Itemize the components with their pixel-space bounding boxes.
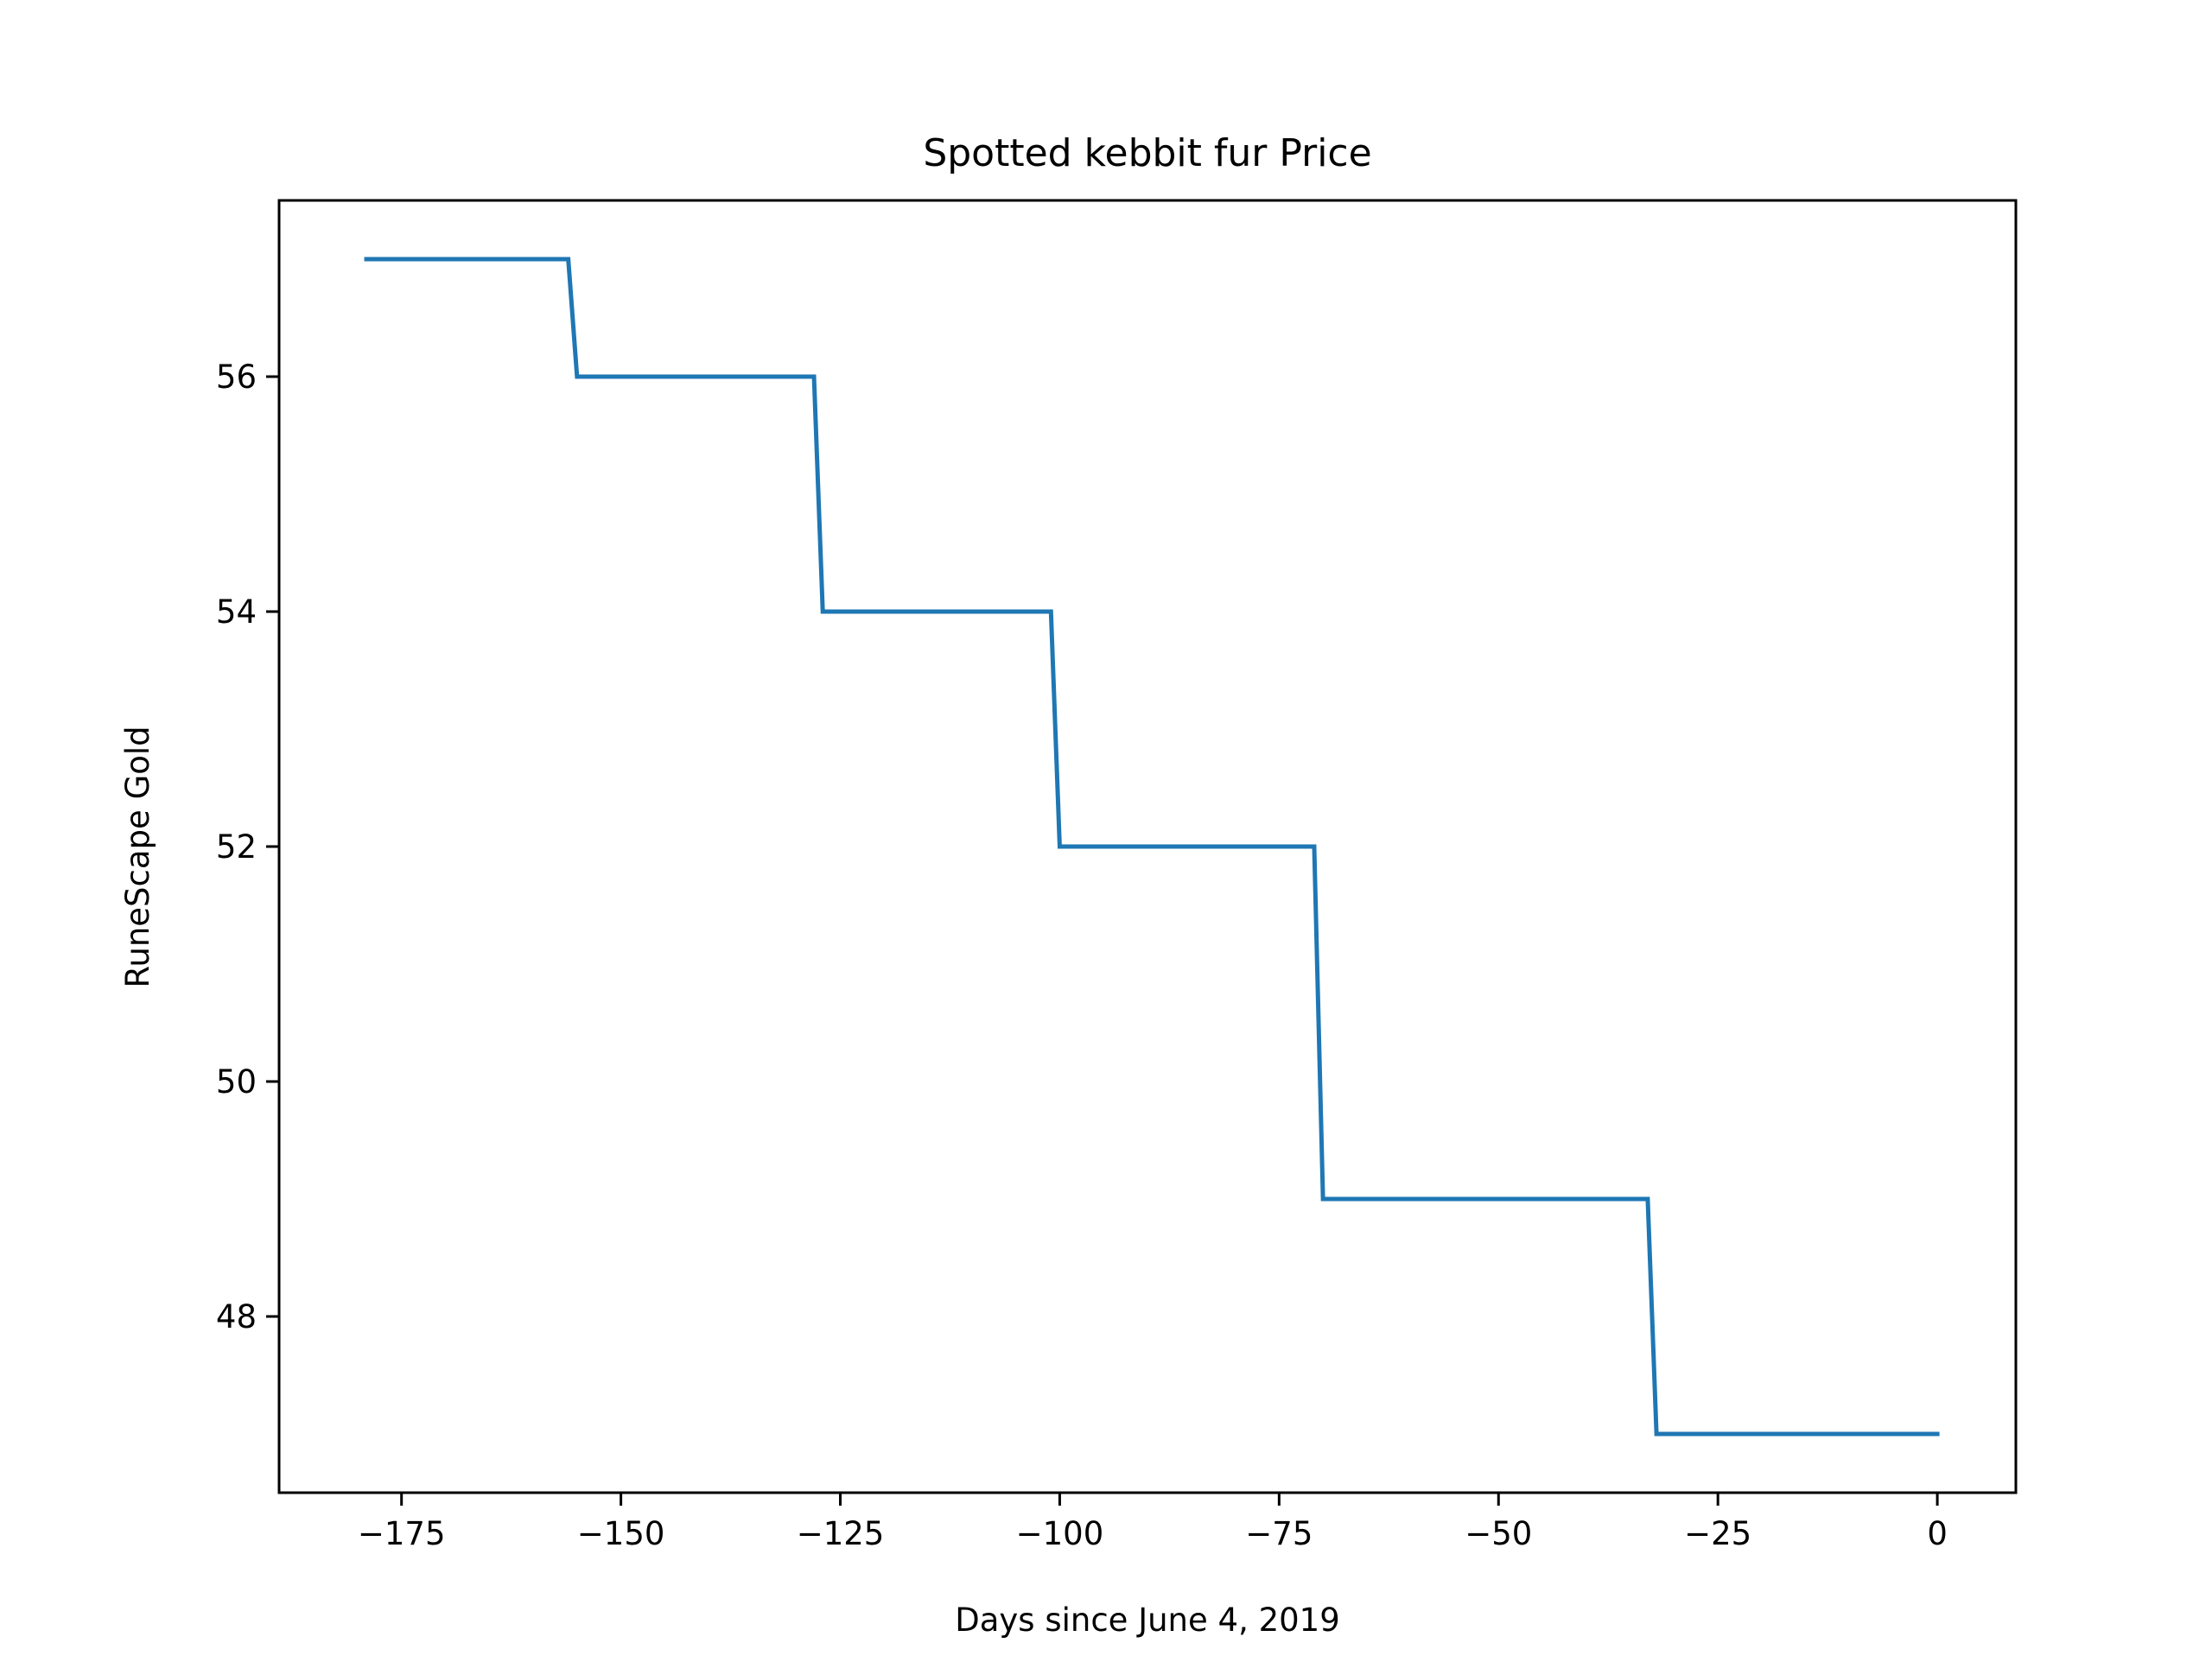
x-tick-label: −50 [1465,1515,1532,1552]
x-tick-label: −150 [577,1515,665,1552]
x-tick-label: −25 [1684,1515,1751,1552]
y-axis-label: RuneScape Gold [119,726,156,987]
x-tick-label: −100 [1016,1515,1104,1552]
x-tick-label: −175 [358,1515,446,1552]
chart-title: Spotted kebbit fur Price [923,131,1371,175]
y-tick-label: 50 [216,1063,257,1101]
y-tick-label: 52 [216,828,257,866]
x-tick-label: 0 [1927,1515,1948,1552]
y-tick-label: 54 [216,593,257,631]
x-tick-label: −125 [797,1515,885,1552]
x-tick-label: −75 [1245,1515,1313,1552]
y-tick-label: 48 [216,1298,257,1335]
x-axis-label: Days since June 4, 2019 [955,1602,1340,1639]
y-tick-label: 56 [216,358,257,396]
